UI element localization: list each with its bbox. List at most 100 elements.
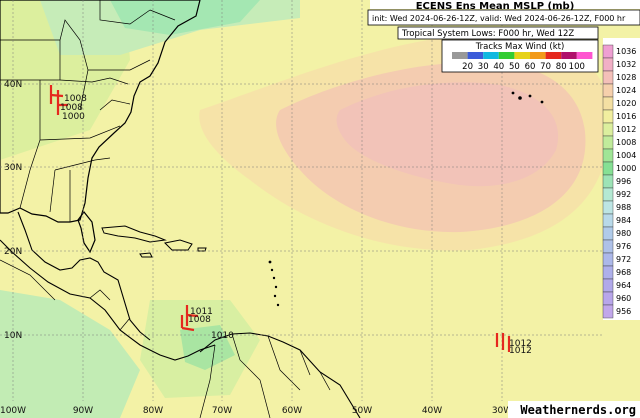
colorbar-label: 956: [616, 307, 631, 316]
country-boundaries: [0, 259, 331, 418]
colorbar-cell: [602, 96, 614, 111]
colorbar-label: 1032: [616, 60, 636, 69]
colorbar-cell: [602, 200, 614, 215]
colorbar-label: 1024: [616, 86, 636, 95]
tracks-legend-swatch: [530, 52, 546, 59]
lat-label: 30N: [4, 163, 22, 173]
colorbar-label: 1016: [616, 112, 636, 121]
central-america-coastline-south: [0, 239, 216, 361]
tracks-legend-label: 40: [493, 62, 504, 72]
colorbar-cell: [602, 174, 614, 189]
header-tropical-lows: Tropical System Lows: F000 hr, Wed 12Z: [401, 29, 574, 39]
low-central-america-track: [180, 305, 199, 332]
florida-coastline: [77, 211, 96, 254]
hispaniola-coastline: [163, 239, 193, 251]
south-america-coastline: [199, 332, 361, 418]
low-great-lakes-label: 1008: [64, 94, 87, 104]
header-title-box: [370, 0, 640, 9]
colorbar-cell: [602, 135, 614, 150]
colorbar-label: 964: [616, 281, 631, 290]
tracks-layer: [49, 85, 511, 352]
colorbar-labels: 1036 1032 1028 1024 1020 1016 1012 1008 1004 1000…: [616, 47, 636, 316]
credit-text: Weathernerds.org: [520, 403, 636, 417]
jamaica-coastline: [139, 252, 153, 258]
colorbar-cell: [602, 291, 614, 306]
tracks-legend-label: 80: [556, 62, 567, 72]
field-1008-pacific: [0, 290, 140, 418]
colorbar-cell: [602, 239, 614, 254]
latitude-labels: 40N 30N 20N 10N: [4, 80, 22, 341]
lon-label: 80W: [143, 406, 163, 416]
colorbar-cell: [602, 70, 614, 85]
gulf-coastline: [17, 211, 151, 341]
colorbar-label: 984: [616, 216, 631, 225]
colorbar-label: 1020: [616, 99, 636, 108]
colorbar-label: 972: [616, 255, 631, 264]
colorbar-label: 992: [616, 190, 631, 199]
cuba-coastline: [101, 225, 167, 243]
colorbar-cell: [602, 122, 614, 137]
lat-label: 10N: [4, 331, 22, 341]
colorbar-cell: [602, 226, 614, 241]
colorbar-label: 1004: [616, 151, 636, 160]
low-great-lakes-track: [49, 85, 68, 115]
tracks-legend-label: 60: [525, 62, 536, 72]
lat-label: 40N: [4, 80, 22, 90]
tracks-legend-label: 30: [478, 62, 489, 72]
lon-label: 100W: [0, 406, 26, 416]
low-central-america-label: 1010: [211, 331, 234, 341]
colorbar-label: 1000: [616, 164, 636, 173]
lon-label: 30W: [492, 406, 512, 416]
tracks-legend-swatch: [545, 52, 562, 59]
field-1026-subtropical-high: [336, 82, 559, 187]
low-great-lakes-label: 1000: [62, 112, 85, 122]
colorbar-label: 968: [616, 268, 631, 277]
colorbar-cell: [602, 213, 614, 228]
colorbar-cell: [602, 109, 614, 124]
colorbar-cell: [602, 187, 614, 202]
header-lows-box: [397, 26, 599, 40]
tracks-legend-swatch: [483, 52, 499, 59]
colorbar-cell: [602, 161, 614, 176]
low-central-america-label: 1011: [190, 307, 213, 317]
low-great-lakes-label: 1008: [60, 103, 83, 113]
lon-label: 90W: [73, 406, 93, 416]
credit-box: [508, 401, 640, 418]
tracks-legend-swatch: [561, 52, 577, 59]
lon-label: 60W: [282, 406, 302, 416]
colorbar-label: 988: [616, 203, 631, 212]
lat-lon-grid: [0, 0, 603, 401]
tracks-legend-swatch: [452, 52, 468, 59]
lon-label: 40W: [422, 406, 442, 416]
header-title: ECENS Ens Mean MSLP (mb): [416, 1, 575, 12]
colorbar-label: 976: [616, 242, 631, 251]
tracks-legend-title: Tracks Max Wind (kt): [475, 42, 565, 52]
low-mid-atlantic-track: [495, 333, 511, 352]
header-init-box: [367, 9, 640, 26]
tracks-legend-labels: 20 30 40 50 60 70 80 100: [462, 62, 585, 72]
low-mid-atlantic-label: 1012: [509, 346, 532, 356]
tracks-legend-label: 50: [509, 62, 520, 72]
lat-label: 20N: [4, 247, 22, 257]
colorbar-cell: [602, 57, 614, 72]
colorbar-label: 1008: [616, 138, 636, 147]
colorbar-cell: [602, 44, 614, 59]
tracks-legend-label: 70: [540, 62, 551, 72]
header-init-valid: init: Wed 2024-06-26-12Z, valid: Wed 202…: [372, 14, 626, 23]
colorbar-cell: [602, 265, 614, 280]
colorbar-label: 1012: [616, 125, 636, 134]
longitude-labels: 100W 90W 80W 70W 60W 50W 40W 30W: [0, 406, 512, 416]
lon-label: 50W: [352, 406, 372, 416]
islands: [268, 91, 544, 307]
colorbar-cell: [602, 304, 614, 319]
tracks-legend-label: 20: [462, 62, 473, 72]
colorbar-label: 1036: [616, 47, 636, 56]
tracks-legend-label: 100: [569, 62, 585, 72]
tracks-legend-swatches: [452, 52, 593, 59]
colorbar-cell: [602, 83, 614, 98]
colorbar-label: 980: [616, 229, 631, 238]
colorbar: [602, 44, 614, 319]
